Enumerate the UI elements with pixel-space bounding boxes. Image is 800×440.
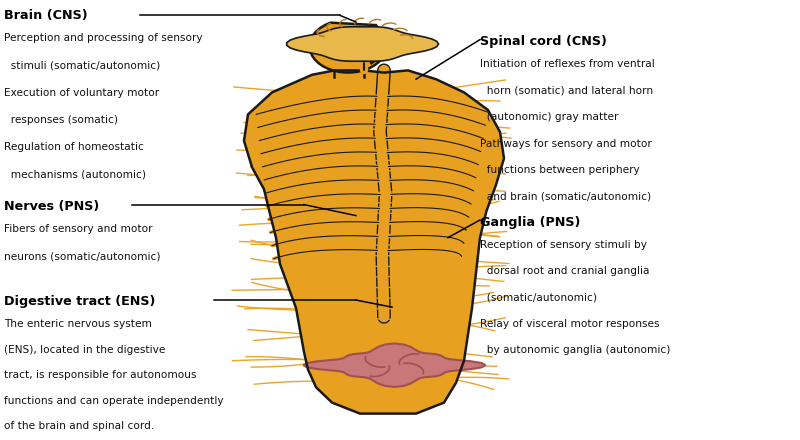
Text: functions and can operate independently: functions and can operate independently [4,396,224,406]
Polygon shape [310,23,386,73]
Text: Ganglia (PNS): Ganglia (PNS) [480,216,580,229]
Text: Perception and processing of sensory: Perception and processing of sensory [4,33,202,43]
Polygon shape [303,344,486,387]
Text: neurons (somatic/autonomic): neurons (somatic/autonomic) [4,252,161,262]
Text: horn (somatic) and lateral horn: horn (somatic) and lateral horn [480,86,653,96]
Text: Spinal cord (CNS): Spinal cord (CNS) [480,35,607,48]
Text: Execution of voluntary motor: Execution of voluntary motor [4,88,159,98]
Text: Brain (CNS): Brain (CNS) [4,9,88,22]
Text: Digestive tract (ENS): Digestive tract (ENS) [4,295,155,308]
Polygon shape [386,42,394,48]
Text: (somatic/autonomic): (somatic/autonomic) [480,293,597,303]
Text: and brain (somatic/autonomic): and brain (somatic/autonomic) [480,191,651,202]
Polygon shape [244,70,504,414]
Text: stimuli (somatic/autonomic): stimuli (somatic/autonomic) [4,60,160,70]
Text: responses (somatic): responses (somatic) [4,115,118,125]
Text: Regulation of homeostatic: Regulation of homeostatic [4,142,144,152]
Text: Nerves (PNS): Nerves (PNS) [4,200,99,213]
Text: (ENS), located in the digestive: (ENS), located in the digestive [4,345,166,355]
Text: functions between periphery: functions between periphery [480,165,640,175]
Polygon shape [334,70,364,77]
Text: Reception of sensory stimuli by: Reception of sensory stimuli by [480,240,647,250]
Polygon shape [286,27,438,61]
Text: by autonomic ganglia (autonomic): by autonomic ganglia (autonomic) [480,345,670,356]
Text: (autonomic) gray matter: (autonomic) gray matter [480,112,618,122]
Text: Relay of visceral motor responses: Relay of visceral motor responses [480,319,659,329]
Text: Initiation of reflexes from ventral: Initiation of reflexes from ventral [480,59,654,70]
Text: of the brain and spinal cord.: of the brain and spinal cord. [4,421,154,431]
Text: Pathways for sensory and motor: Pathways for sensory and motor [480,139,652,149]
Text: The enteric nervous system: The enteric nervous system [4,319,152,329]
Text: Fibers of sensory and motor: Fibers of sensory and motor [4,224,153,235]
Text: mechanisms (autonomic): mechanisms (autonomic) [4,169,146,180]
Text: tract, is responsible for autonomous: tract, is responsible for autonomous [4,370,197,380]
Text: dorsal root and cranial ganglia: dorsal root and cranial ganglia [480,266,650,276]
